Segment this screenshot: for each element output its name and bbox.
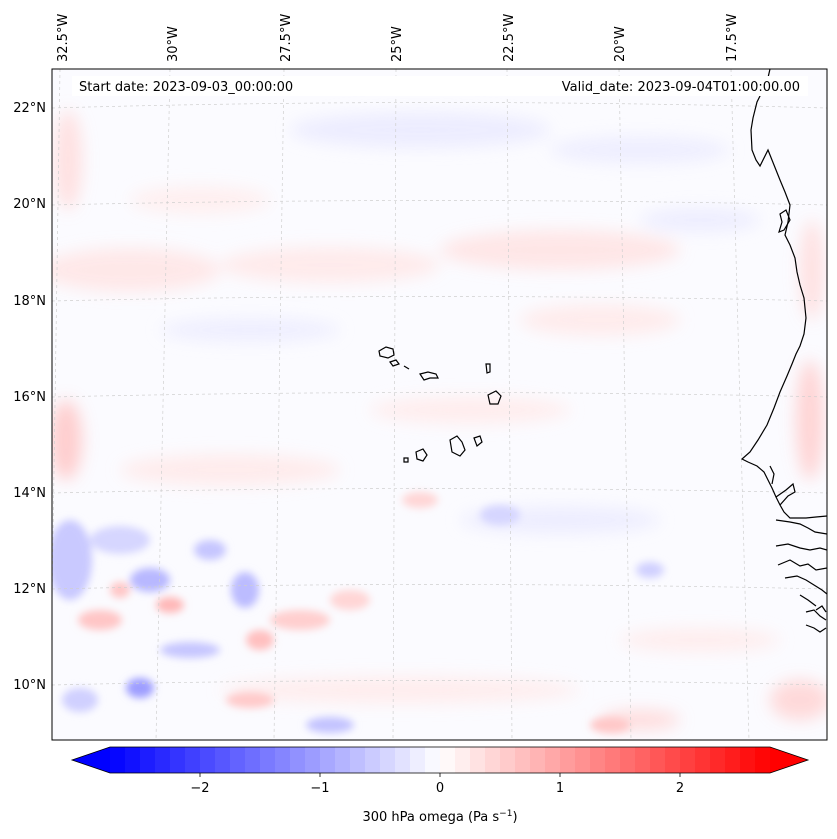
lon-label: 20°W (613, 26, 628, 62)
lat-label: 18°N (13, 294, 46, 309)
lon-label: 32.5°W (56, 14, 71, 62)
colorbar-tick-label: 2 (676, 781, 684, 796)
start-date-label: Start date: 2023-09-03_00:00:00 (79, 80, 293, 95)
colorbar-segment (710, 747, 726, 773)
colorbar-extend-min (72, 747, 110, 773)
colorbar-segment (350, 747, 366, 773)
colorbar-segment (545, 747, 561, 773)
colorbar-segment (305, 747, 321, 773)
colorbar-segment (530, 747, 546, 773)
colorbar-segment (380, 747, 396, 773)
lon-label: 27.5°W (279, 14, 294, 62)
colorbar-segment (575, 747, 591, 773)
colorbar-segment (755, 747, 771, 773)
colorbar-segment (650, 747, 666, 773)
latitude-labels: 22°N 20°N 18°N 16°N 14°N 12°N 10°N (13, 101, 46, 693)
cape-verde-islands (378, 346, 502, 463)
colorbar-ticks: −2 −1 0 1 2 (190, 773, 684, 796)
colorbar-segment (680, 747, 696, 773)
colorbar-segment (620, 747, 636, 773)
lat-label: 16°N (13, 390, 46, 405)
colorbar-segment (665, 747, 681, 773)
colorbar-segment (335, 747, 351, 773)
lon-label: 22.5°W (502, 14, 517, 62)
lat-label: 20°N (13, 197, 46, 212)
omega-field (52, 69, 827, 740)
colorbar-label-main: 300 hPa omega (Pa s (362, 810, 499, 825)
colorbar-segment (170, 747, 186, 773)
date-annotation-box (72, 76, 808, 96)
coastline (740, 69, 827, 633)
colorbar-segment (215, 747, 231, 773)
colorbar-segment (515, 747, 531, 773)
colorbar-segment (110, 747, 126, 773)
lon-label: 17.5°W (725, 14, 740, 62)
colorbar-segment (200, 747, 216, 773)
colorbar-segment (500, 747, 516, 773)
colorbar-label-sup: −1 (499, 809, 512, 819)
colorbar-tick-label: 0 (436, 781, 444, 796)
colorbar-segment (320, 747, 336, 773)
lat-label: 10°N (13, 678, 46, 693)
colorbar-segment (560, 747, 576, 773)
lon-label: 30°W (166, 26, 181, 62)
lat-label: 12°N (13, 582, 46, 597)
colorbar-segment (230, 747, 246, 773)
colorbar-segment (410, 747, 426, 773)
colorbar-segment (275, 747, 291, 773)
colorbar-segments (70, 746, 810, 774)
colorbar-segment (155, 747, 171, 773)
colorbar-segment (425, 747, 441, 773)
colorbar-tick-label: −2 (190, 781, 209, 796)
colorbar-segment (140, 747, 156, 773)
colorbar-label-end: ) (512, 810, 517, 825)
colorbar-segment (605, 747, 621, 773)
lat-label: 22°N (13, 101, 46, 116)
valid-date-label: Valid_date: 2023-09-04T01:00:00.00 (562, 80, 800, 95)
gridlines (52, 69, 827, 740)
colorbar-segment (635, 747, 651, 773)
colorbar-segment (485, 747, 501, 773)
colorbar-segment (185, 747, 201, 773)
colorbar-label: 300 hPa omega (Pa s−1) (362, 809, 517, 825)
colorbar-segment (395, 747, 411, 773)
lon-label: 25°W (390, 26, 405, 62)
colorbar-segment (440, 747, 456, 773)
lat-label: 14°N (13, 486, 46, 501)
colorbar-segment (590, 747, 606, 773)
colorbar-segment (365, 747, 381, 773)
colorbar-segment (245, 747, 261, 773)
colorbar-segment (740, 747, 756, 773)
longitude-labels: 32.5°W 30°W 27.5°W 25°W 22.5°W 20°W 17.5… (56, 14, 740, 62)
colorbar-tick-label: 1 (556, 781, 564, 796)
map-frame (51, 68, 828, 741)
colorbar-outline (70, 746, 810, 774)
colorbar-segment (260, 747, 276, 773)
colorbar: −2 −1 0 1 2 300 hPa omega (Pa s−1) (70, 746, 810, 825)
colorbar-segment (455, 747, 471, 773)
colorbar-segment (695, 747, 711, 773)
colorbar-segment (290, 747, 306, 773)
colorbar-segment (725, 747, 741, 773)
colorbar-tick-label: −1 (310, 781, 329, 796)
colorbar-segment (470, 747, 486, 773)
colorbar-extend-max (770, 747, 808, 773)
colorbar-segment (125, 747, 141, 773)
